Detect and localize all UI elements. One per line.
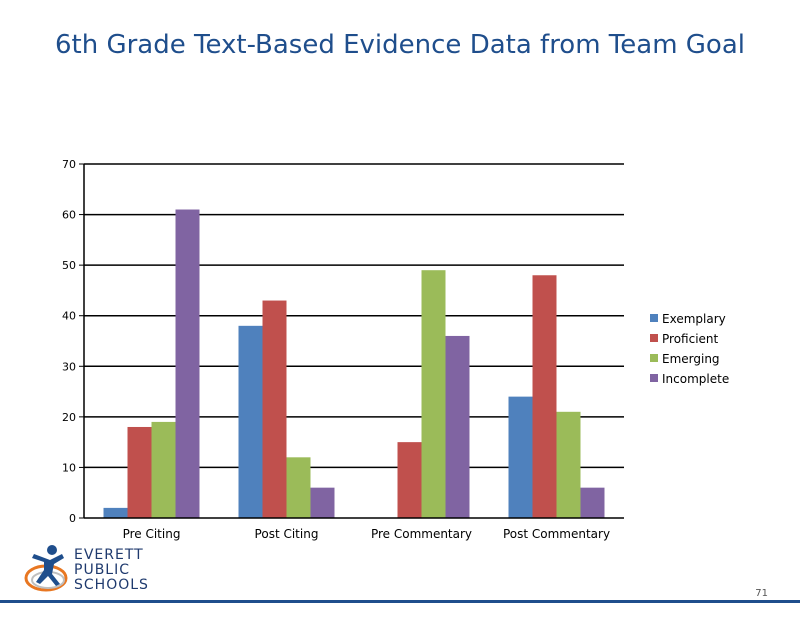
logo-text-line3: SCHOOLS [74,577,149,593]
bar-emerging-post-citing [286,457,311,518]
bar-incomplete-post-citing [310,487,335,518]
bar-proficient-post-commentary [532,275,557,518]
y-tick-label: 70 [62,158,76,171]
legend-label-proficient: Proficient [662,332,719,346]
page-number: 71 [755,588,768,599]
axes: 0 10 20 30 40 50 60 70 Pre Citing Post Citing Pre … [62,158,624,541]
legend-swatch-proficient [650,334,658,342]
legend-label-incomplete: Incomplete [662,372,729,386]
legend-label-exemplary: Exemplary [662,312,726,326]
logo-text-line1: EVERETT [74,547,144,563]
bars [103,209,605,518]
x-category-label: Pre Commentary [371,527,472,541]
x-category-label: Post Commentary [503,527,610,541]
bar-incomplete-pre-citing [175,209,200,518]
y-tick-label: 50 [62,259,76,272]
slide-title: 6th Grade Text-Based Evidence Data from … [54,30,745,60]
y-tick-label: 10 [62,461,76,474]
runner-swoosh-icon [24,545,68,592]
bar-exemplary-post-citing [238,325,263,518]
legend-label-emerging: Emerging [662,352,720,366]
logo-text-line2: PUBLIC [74,562,130,578]
everett-public-schools-logo: EVERETT PUBLIC SCHOOLS [22,540,172,602]
bar-exemplary-post-commentary [508,396,533,518]
x-category-label: Post Citing [255,527,319,541]
y-tick-label: 30 [62,360,76,373]
bar-proficient-pre-citing [127,426,152,518]
bar-proficient-post-citing [262,300,287,518]
bar-emerging-pre-commentary [421,270,446,518]
legend: Exemplary Proficient Emerging Incomplete [650,312,729,386]
bar-emerging-pre-citing [151,421,176,518]
footer-divider [0,600,800,603]
bar-proficient-pre-commentary [397,442,422,518]
bar-exemplary-pre-citing [103,507,128,518]
y-tick-label: 20 [62,411,76,424]
legend-swatch-exemplary [650,314,658,322]
x-category-label: Pre Citing [123,527,181,541]
legend-swatch-emerging [650,354,658,362]
legend-swatch-incomplete [650,374,658,382]
y-tick-label: 0 [69,512,76,525]
y-tick-label: 60 [62,209,76,222]
bar-incomplete-pre-commentary [445,335,470,518]
y-tick-label: 40 [62,310,76,323]
bar-emerging-post-commentary [556,411,581,518]
bar-incomplete-post-commentary [580,487,605,518]
